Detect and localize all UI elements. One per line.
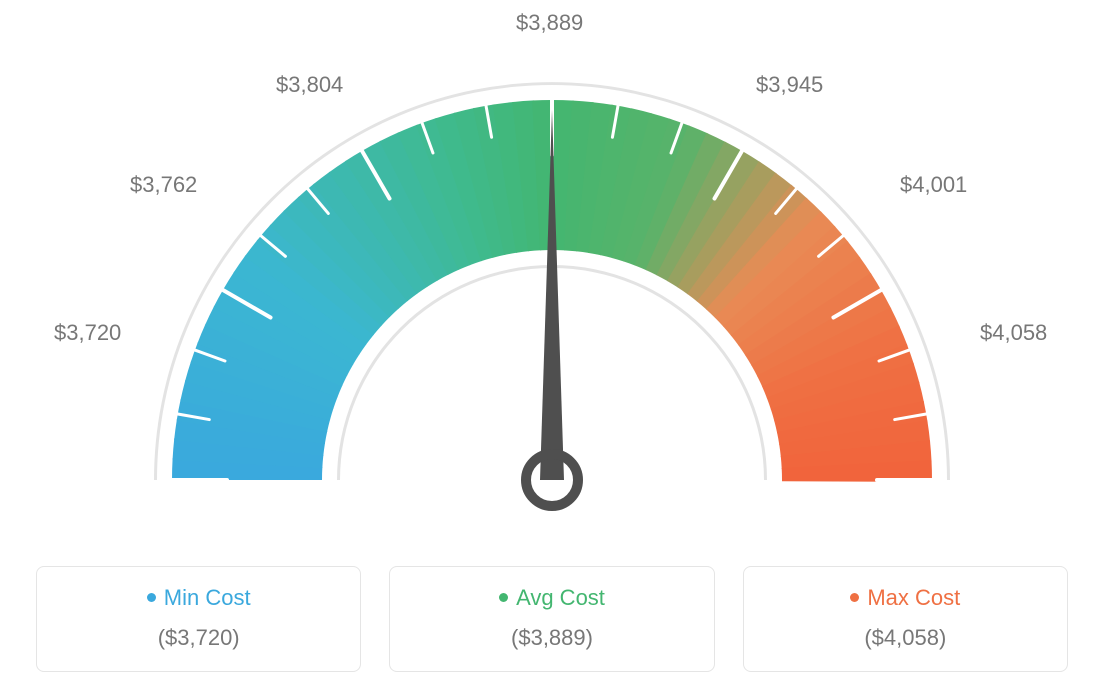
cost-gauge-widget: $3,720 $3,762 $3,804 $3,889 $3,945 $4,00… <box>0 0 1104 690</box>
legend-title-avg-text: Avg Cost <box>516 585 605 610</box>
legend-row: Min Cost ($3,720) Avg Cost ($3,889) Max … <box>0 566 1104 672</box>
tick-label-0: $3,720 <box>54 320 121 346</box>
legend-card-min: Min Cost ($3,720) <box>36 566 361 672</box>
legend-dot-avg <box>499 593 508 602</box>
gauge-area: $3,720 $3,762 $3,804 $3,889 $3,945 $4,00… <box>0 0 1104 560</box>
tick-label-3: $3,889 <box>516 10 583 36</box>
legend-value-min: ($3,720) <box>47 625 350 651</box>
legend-card-max: Max Cost ($4,058) <box>743 566 1068 672</box>
legend-title-min-text: Min Cost <box>164 585 251 610</box>
tick-label-2: $3,804 <box>276 72 343 98</box>
legend-value-max: ($4,058) <box>754 625 1057 651</box>
legend-title-max: Max Cost <box>754 585 1057 611</box>
gauge-svg <box>102 30 1002 550</box>
tick-label-1: $3,762 <box>130 172 197 198</box>
legend-value-avg: ($3,889) <box>400 625 703 651</box>
legend-dot-max <box>850 593 859 602</box>
legend-title-max-text: Max Cost <box>867 585 960 610</box>
tick-label-5: $4,001 <box>900 172 967 198</box>
tick-label-6: $4,058 <box>980 320 1047 346</box>
legend-title-min: Min Cost <box>47 585 350 611</box>
legend-dot-min <box>147 593 156 602</box>
legend-title-avg: Avg Cost <box>400 585 703 611</box>
legend-card-avg: Avg Cost ($3,889) <box>389 566 714 672</box>
tick-label-4: $3,945 <box>756 72 823 98</box>
